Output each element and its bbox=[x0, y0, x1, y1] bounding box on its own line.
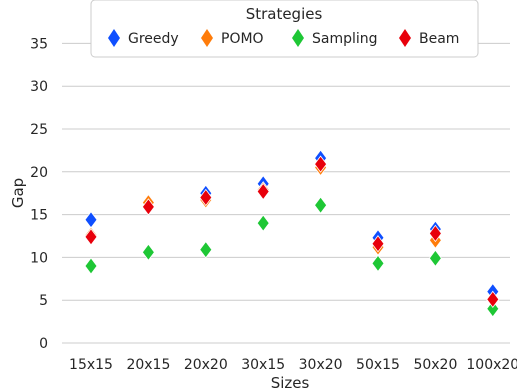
data-point-beam bbox=[84, 228, 98, 246]
y-tick-label: 15 bbox=[30, 208, 48, 224]
series-greedy bbox=[84, 149, 500, 301]
x-tick-label: 50x15 bbox=[356, 357, 400, 373]
y-tick-label: 35 bbox=[30, 36, 48, 52]
x-tick-label: 30x15 bbox=[241, 357, 285, 373]
legend-title: Strategies bbox=[246, 5, 323, 23]
x-axis-ticks: 15x15 20x15 20x20 30x15 30x20 50x15 50x20 100x2… bbox=[69, 357, 517, 373]
x-axis-title: Sizes bbox=[271, 374, 310, 392]
legend: Strategies Greedy POMO Sampling Beam bbox=[90, 0, 479, 58]
data-point-beam bbox=[141, 198, 155, 216]
y-tick-label: 0 bbox=[39, 336, 48, 352]
data-point-beam bbox=[371, 235, 385, 253]
x-tick-label: 50x20 bbox=[413, 357, 457, 373]
data-point-sampling bbox=[199, 241, 213, 259]
data-point-sampling bbox=[314, 196, 328, 214]
legend-frame bbox=[90, 0, 479, 58]
legend-item-sampling: Sampling bbox=[292, 29, 378, 47]
data-point-sampling bbox=[256, 214, 270, 232]
legend-items: Greedy POMO Sampling Beam bbox=[108, 29, 459, 47]
series-sampling bbox=[84, 196, 500, 318]
y-axis-ticks: 0 5 10 15 20 25 30 35 bbox=[30, 36, 48, 352]
legend-item-pomo: POMO bbox=[201, 29, 264, 47]
grid bbox=[62, 42, 510, 344]
legend-marker bbox=[399, 29, 411, 47]
data-point-beam bbox=[314, 155, 328, 173]
data-point-sampling bbox=[428, 249, 442, 267]
markers bbox=[84, 149, 500, 318]
legend-label: Greedy bbox=[128, 31, 179, 47]
data-point-beam bbox=[256, 182, 270, 201]
x-tick-label: 20x20 bbox=[184, 357, 228, 373]
x-tick-label: 15x15 bbox=[69, 357, 113, 373]
y-tick-label: 25 bbox=[30, 122, 48, 138]
legend-label: Sampling bbox=[312, 31, 378, 47]
y-axis-title: Gap bbox=[9, 178, 27, 208]
y-tick-label: 5 bbox=[39, 293, 48, 309]
data-point-sampling bbox=[486, 300, 500, 318]
data-point-beam bbox=[486, 290, 500, 309]
y-tick-label: 10 bbox=[30, 250, 48, 266]
data-point-beam bbox=[199, 188, 213, 207]
legend-label: Beam bbox=[419, 31, 459, 47]
legend-item-greedy: Greedy bbox=[108, 29, 179, 47]
series-beam bbox=[84, 155, 500, 309]
x-tick-label: 20x15 bbox=[126, 357, 170, 373]
data-point-beam bbox=[428, 224, 442, 243]
y-tick-label: 20 bbox=[30, 165, 48, 181]
data-point-sampling bbox=[371, 254, 385, 273]
legend-item-beam: Beam bbox=[399, 29, 459, 47]
data-point-sampling bbox=[84, 257, 98, 275]
legend-marker bbox=[201, 29, 213, 47]
legend-marker bbox=[108, 29, 120, 47]
x-tick-label: 30x20 bbox=[299, 357, 343, 373]
x-tick-label: 100x20 bbox=[466, 357, 517, 373]
y-tick-label: 30 bbox=[30, 79, 48, 95]
legend-label: POMO bbox=[221, 31, 264, 47]
data-point-sampling bbox=[141, 243, 155, 261]
legend-marker bbox=[292, 29, 304, 47]
